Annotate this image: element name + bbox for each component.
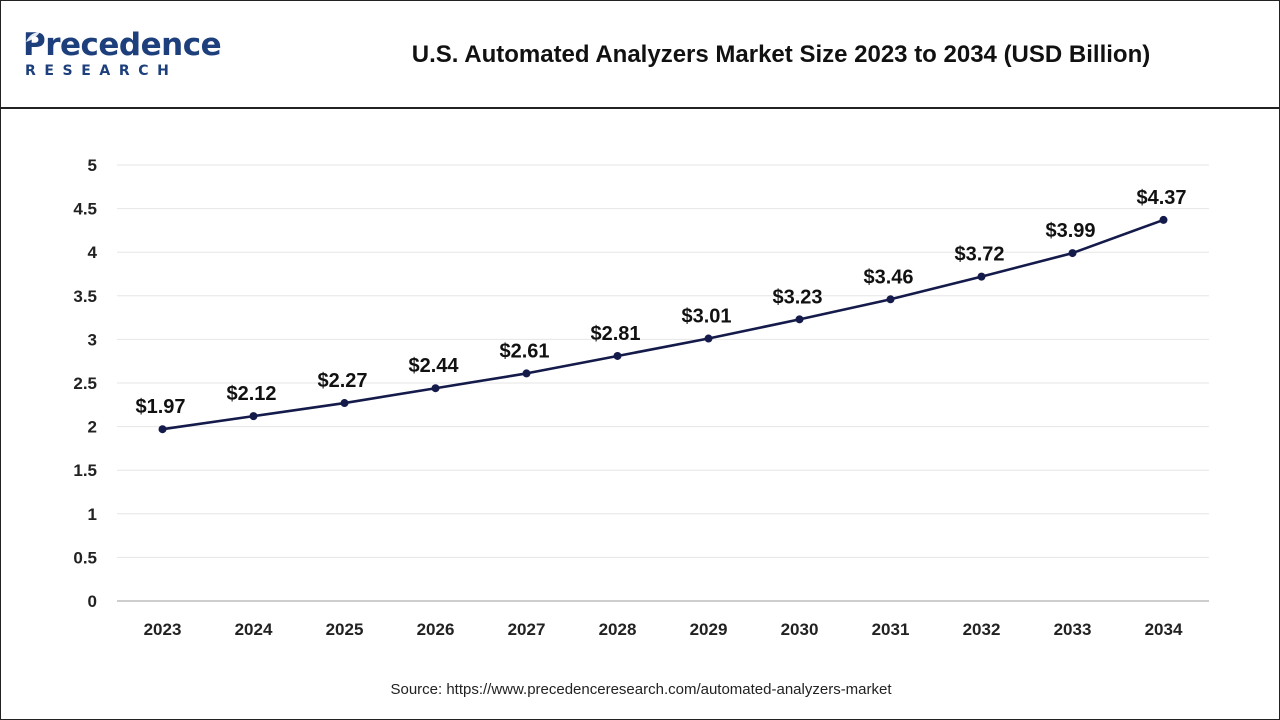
source-note: Source: https://www.precedenceresearch.c… xyxy=(390,681,892,698)
header: Precedence RESEARCH U.S. Automated Analy… xyxy=(1,1,1279,109)
data-point xyxy=(249,412,258,421)
data-label: $3.72 xyxy=(954,244,1004,266)
x-tick-label: 2026 xyxy=(417,620,455,639)
data-label: $4.37 xyxy=(1136,187,1186,209)
y-tick-label: 1 xyxy=(88,505,97,524)
y-tick-label: 3.5 xyxy=(73,287,97,306)
brand-tagline: RESEARCH xyxy=(25,63,178,79)
data-point xyxy=(886,295,895,304)
x-tick-label: 2028 xyxy=(599,620,637,639)
x-tick-label: 2031 xyxy=(872,620,910,639)
y-tick-label: 0 xyxy=(88,592,97,611)
data-point xyxy=(431,384,440,393)
chart-title: U.S. Automated Analyzers Market Size 202… xyxy=(411,41,1151,68)
x-tick-label: 2027 xyxy=(508,620,546,639)
line-chart: 0 0.5 1 1.5 2 2.5 3 3.5 4 4.5 5 2023 2024 2025 2026 202… xyxy=(73,156,1209,639)
x-tick-label: 2030 xyxy=(781,620,819,639)
x-tick-label: 2023 xyxy=(144,620,182,639)
series-line xyxy=(162,218,1164,431)
y-tick-label: 0.5 xyxy=(73,548,97,567)
y-tick-label: 2 xyxy=(88,418,97,437)
brand-name: Precedence xyxy=(23,27,222,63)
data-label: $2.61 xyxy=(499,340,549,362)
data-point xyxy=(1159,215,1168,224)
data-label: $3.23 xyxy=(772,286,822,308)
y-tick-label: 4.5 xyxy=(73,200,97,219)
data-point xyxy=(977,272,986,281)
brand-logo: Precedence RESEARCH xyxy=(23,27,223,83)
x-tick-label: 2033 xyxy=(1054,620,1092,639)
y-tick-label: 3 xyxy=(88,330,97,349)
y-tick-label: 2.5 xyxy=(73,374,97,393)
x-tick-label: 2029 xyxy=(690,620,728,639)
x-tick-label: 2032 xyxy=(963,620,1001,639)
data-label: $2.81 xyxy=(590,323,640,345)
data-point xyxy=(795,315,804,324)
data-point xyxy=(522,369,531,378)
data-point xyxy=(704,334,713,343)
y-tick-label: 4 xyxy=(88,243,98,262)
data-point xyxy=(1068,249,1077,258)
data-label: $2.12 xyxy=(226,383,276,405)
x-tick-label: 2024 xyxy=(235,620,273,639)
y-tick-label: 1.5 xyxy=(73,461,97,480)
data-label: $3.01 xyxy=(681,306,731,328)
data-point xyxy=(340,399,349,408)
data-label: $2.44 xyxy=(408,355,459,377)
x-tick-label: 2034 xyxy=(1145,620,1183,639)
y-tick-label: 5 xyxy=(88,156,97,175)
data-label: $3.46 xyxy=(863,266,913,288)
x-tick-label: 2025 xyxy=(326,620,364,639)
data-label: $1.97 xyxy=(135,396,185,418)
leaf-icon xyxy=(26,32,40,42)
data-label: $3.99 xyxy=(1045,220,1095,242)
data-label: $2.27 xyxy=(317,370,367,392)
data-point xyxy=(613,351,622,360)
data-point xyxy=(158,425,167,434)
